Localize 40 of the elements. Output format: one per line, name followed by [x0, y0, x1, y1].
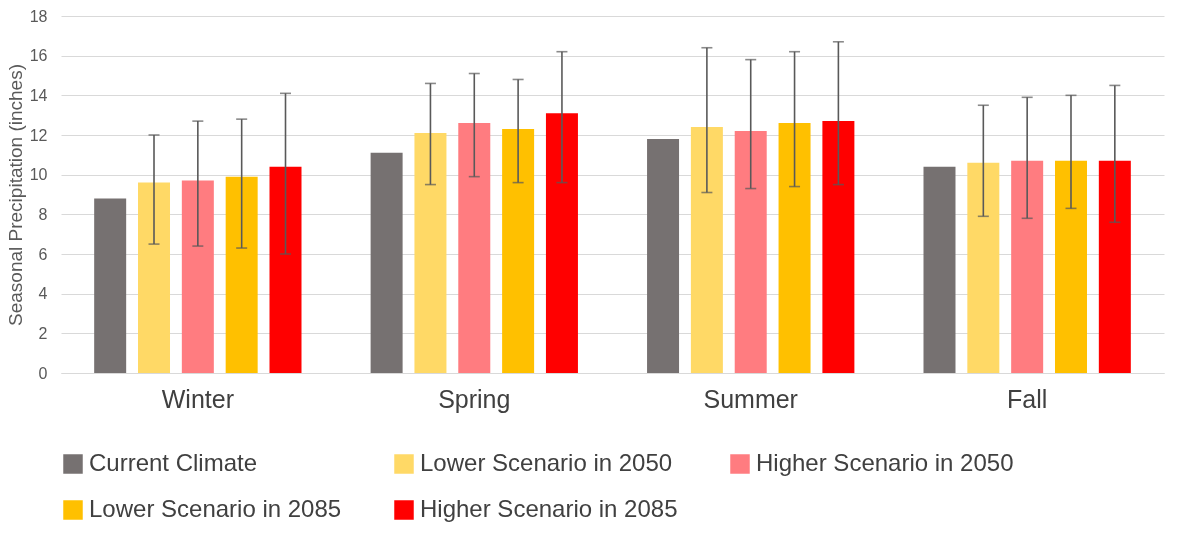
- legend-label: Lower Scenario in 2085: [89, 495, 342, 522]
- bar: [545, 113, 578, 373]
- bar: [1011, 160, 1044, 373]
- y-tick-label: 18: [29, 7, 48, 25]
- bar: [690, 127, 723, 373]
- legend-label: Current Climate: [89, 449, 258, 476]
- bar: [414, 133, 447, 373]
- bar: [370, 152, 403, 373]
- bar: [458, 123, 491, 373]
- bar: [181, 180, 214, 373]
- y-tick-label: 2: [38, 324, 48, 342]
- x-tick-label: Spring: [438, 384, 511, 413]
- legend-label: Lower Scenario in 2050: [420, 449, 673, 476]
- bar: [822, 121, 855, 373]
- bar: [967, 162, 1000, 373]
- legend-label: Higher Scenario in 2085: [420, 495, 678, 522]
- bar: [1098, 160, 1131, 373]
- bar: [138, 182, 170, 373]
- legend-label: Higher Scenario in 2050: [756, 449, 1014, 476]
- bar: [923, 166, 956, 373]
- y-tick-label: 14: [29, 86, 48, 104]
- y-tick-label: 6: [38, 245, 48, 263]
- y-tick-label: 10: [29, 166, 48, 184]
- bar: [269, 166, 302, 373]
- bar: [778, 123, 811, 373]
- y-axis-title: Seasonal Precipitation (inches): [4, 64, 26, 326]
- y-tick-label: 8: [38, 205, 48, 223]
- bar: [225, 176, 258, 373]
- x-tick-label: Summer: [703, 384, 798, 413]
- bar: [1055, 160, 1087, 373]
- bar: [734, 131, 767, 373]
- bar: [502, 129, 535, 373]
- bar: [94, 198, 127, 373]
- y-tick-label: 16: [29, 47, 48, 65]
- x-tick-label: Winter: [161, 384, 234, 413]
- y-tick-label: 12: [29, 126, 48, 144]
- x-tick-label: Fall: [1007, 384, 1048, 413]
- bar: [647, 138, 680, 373]
- y-tick-label: 0: [38, 364, 48, 382]
- y-tick-label: 4: [38, 285, 48, 303]
